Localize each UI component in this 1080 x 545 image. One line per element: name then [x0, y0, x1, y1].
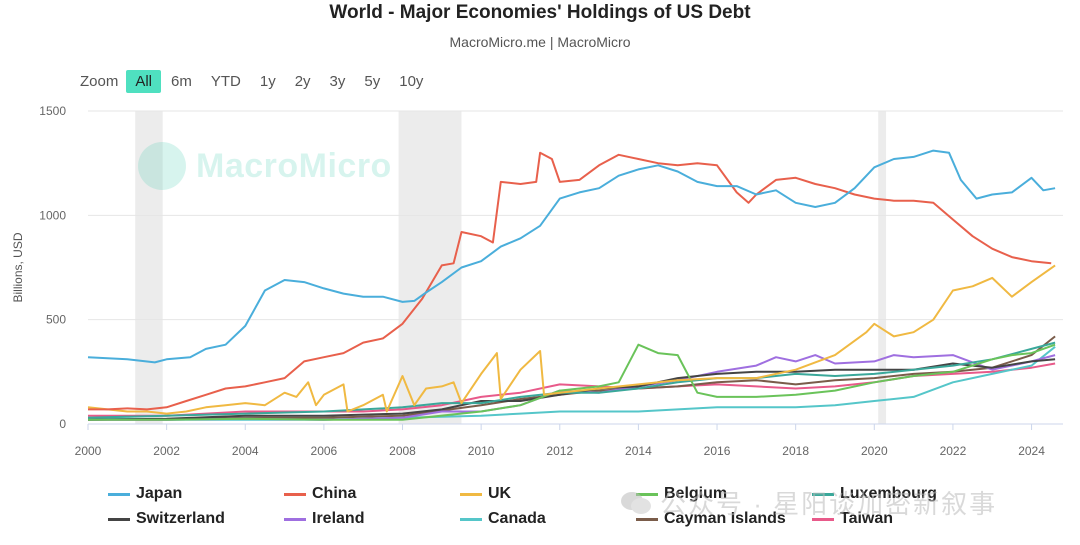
legend-swatch — [812, 492, 834, 496]
legend-label: Belgium — [664, 485, 728, 502]
recession-band-0 — [135, 111, 163, 424]
x-tick-label-2018: 2018 — [782, 444, 809, 458]
series-line-cayman-islands — [88, 335, 1056, 421]
series-line-ireland — [88, 354, 1056, 421]
legend-item-belgium[interactable]: Belgium — [636, 485, 727, 503]
series-line-china — [88, 151, 1052, 411]
x-tick-label-2022: 2022 — [940, 444, 967, 458]
legend-item-taiwan[interactable]: Taiwan — [812, 510, 893, 528]
legend-item-japan[interactable]: Japan — [108, 485, 182, 503]
legend-swatch — [108, 517, 130, 521]
legend-item-cayman-islands[interactable]: Cayman Islands — [636, 510, 786, 528]
legend-swatch — [636, 517, 658, 521]
legend-label: Canada — [488, 510, 546, 527]
footer-watermark-text: 公众号 · 星阳谈加密新叙事 — [660, 489, 998, 519]
legend-swatch — [284, 492, 306, 496]
legend-swatch — [812, 517, 834, 521]
y-tick-label-0: 0 — [59, 417, 66, 431]
zoom-button-1y[interactable]: 1y — [259, 72, 276, 90]
x-tick-label-2010: 2010 — [468, 444, 495, 458]
x-tick-label-2002: 2002 — [153, 444, 180, 458]
y-tick-label-1500: 1500 — [39, 104, 66, 118]
x-tick-label-2014: 2014 — [625, 444, 652, 458]
legend-label: Japan — [136, 485, 183, 502]
x-tick-label-2006: 2006 — [311, 444, 338, 458]
series-line-belgium — [88, 343, 1056, 421]
zoom-button-ytd[interactable]: YTD — [210, 72, 241, 90]
recession-band-1 — [398, 111, 462, 424]
legend-swatch — [460, 492, 482, 496]
legend-label: Switzerland — [136, 510, 225, 527]
y-tick-label-500: 500 — [46, 313, 66, 327]
series-line-uk — [87, 264, 1056, 415]
x-tick-label-2012: 2012 — [546, 444, 573, 458]
legend-swatch — [108, 492, 130, 496]
legend-label: Cayman Islands — [664, 510, 786, 527]
zoom-button-10y[interactable]: 10y — [399, 72, 424, 90]
zoom-button-2y[interactable]: 2y — [294, 72, 311, 90]
x-tick-label-2024: 2024 — [1018, 444, 1045, 458]
x-tick-label-2020: 2020 — [861, 444, 888, 458]
legend-label: Taiwan — [840, 510, 894, 527]
legend-item-luxembourg[interactable]: Luxembourg — [812, 485, 937, 503]
legend-swatch — [636, 492, 658, 496]
y-axis-label: Billions, USD — [11, 232, 25, 302]
zoom-bar: Zoom All 6m YTD 1y 2y 3y 5y 10y — [80, 68, 433, 94]
legend-label: Ireland — [312, 510, 365, 527]
legend-label: China — [312, 485, 357, 502]
x-tick-label-2004: 2004 — [232, 444, 259, 458]
macromicro-logo-icon — [138, 142, 186, 190]
legend-item-canada[interactable]: Canada — [460, 510, 546, 528]
legend-item-uk[interactable]: UK — [460, 485, 511, 503]
chart-subtitle: MacroMicro.me | MacroMicro — [449, 34, 631, 50]
x-tick-label-2000: 2000 — [75, 444, 102, 458]
legend-swatch — [284, 517, 306, 521]
y-tick-label-1000: 1000 — [39, 208, 66, 222]
chart-title: World - Major Economies' Holdings of US … — [329, 2, 751, 23]
x-tick-label-2008: 2008 — [389, 444, 416, 458]
zoom-label: Zoom — [80, 72, 119, 90]
wechat-icon — [621, 491, 651, 514]
zoom-button-5y[interactable]: 5y — [364, 72, 381, 90]
legend-label: UK — [488, 485, 512, 502]
recession-band-2 — [878, 111, 887, 424]
x-tick-label-2016: 2016 — [704, 444, 731, 458]
zoom-button-3y[interactable]: 3y — [329, 72, 346, 90]
legend-label: Luxembourg — [840, 485, 937, 502]
footer-watermark: 公众号 · 星阳谈加密新叙事 — [620, 484, 997, 521]
macromicro-watermark: MacroMicro — [138, 142, 392, 190]
legend-item-switzerland[interactable]: Switzerland — [108, 510, 225, 528]
legend-swatch — [460, 517, 482, 521]
series-line-japan — [87, 149, 1056, 364]
legend-item-ireland[interactable]: Ireland — [284, 510, 364, 528]
series-line-luxembourg — [87, 341, 1056, 419]
zoom-button-6m[interactable]: 6m — [171, 72, 192, 90]
zoom-button-all[interactable]: All — [126, 69, 162, 93]
legend-item-china[interactable]: China — [284, 485, 356, 503]
watermark-text: MacroMicro — [196, 146, 392, 185]
